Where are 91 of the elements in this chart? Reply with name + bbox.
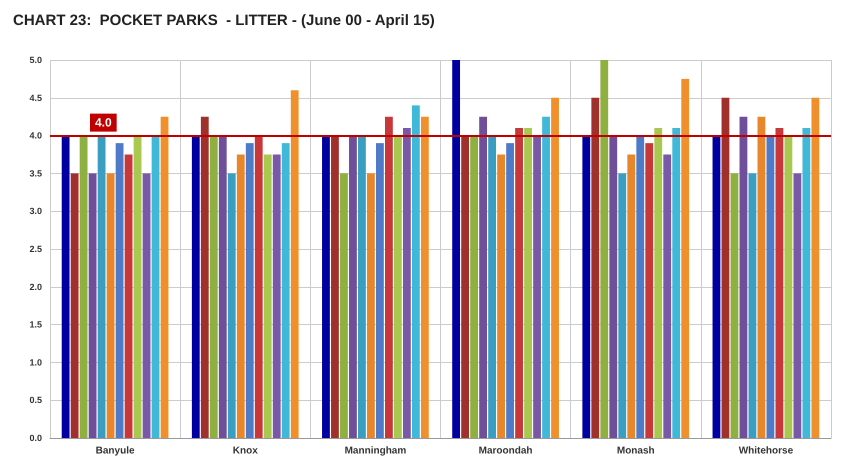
bar	[124, 154, 132, 438]
bar	[793, 173, 802, 438]
bar	[748, 173, 756, 438]
bar	[654, 128, 662, 438]
y-tick-label: 3.0	[29, 206, 42, 216]
y-tick-label: 1.0	[29, 357, 42, 368]
bar	[70, 173, 79, 438]
bar	[461, 136, 470, 438]
bar	[784, 136, 792, 438]
bar	[282, 143, 290, 438]
bar	[80, 136, 88, 438]
bar	[470, 136, 478, 438]
bar	[272, 154, 281, 438]
x-tick-label: Manningham	[344, 446, 406, 456]
bar	[636, 136, 644, 438]
bar	[394, 136, 402, 438]
bar	[420, 116, 429, 438]
y-tick-label: 2.5	[29, 244, 42, 254]
bar	[322, 136, 330, 438]
bar	[116, 143, 124, 438]
bar	[618, 173, 626, 438]
bar	[591, 98, 600, 438]
bar	[134, 136, 142, 438]
bar	[766, 136, 774, 438]
bar	[246, 143, 254, 438]
bar	[722, 98, 730, 438]
bar	[542, 116, 550, 438]
bar	[811, 98, 820, 438]
y-tick-label: 0.5	[29, 395, 42, 406]
bar	[98, 136, 106, 438]
y-tick-label: 5.0	[29, 55, 42, 65]
bar	[663, 154, 672, 438]
bar	[376, 143, 384, 438]
bar	[290, 90, 299, 438]
bar	[524, 128, 532, 438]
bar	[506, 143, 514, 438]
bar	[349, 136, 357, 438]
bar	[551, 98, 559, 438]
bar	[802, 128, 810, 438]
bar	[236, 154, 245, 438]
bar	[609, 136, 618, 438]
bar	[533, 136, 541, 438]
bar	[681, 78, 690, 438]
bar	[192, 136, 200, 438]
bar	[264, 154, 272, 438]
y-tick-label: 2.0	[29, 282, 42, 292]
bar	[88, 173, 97, 438]
y-tick-label: 0.0	[29, 433, 42, 443]
bar	[254, 136, 263, 438]
bar	[758, 116, 766, 438]
x-tick-label: Whitehorse	[738, 446, 794, 456]
bar	[479, 116, 488, 438]
bar	[152, 136, 160, 438]
bar	[452, 60, 460, 438]
bar	[488, 136, 496, 438]
y-tick-label: 3.5	[29, 168, 42, 178]
bar	[384, 116, 393, 438]
bar	[106, 173, 114, 438]
x-tick-label: Knox	[232, 446, 258, 456]
y-tick-label: 4.5	[29, 92, 42, 103]
bar	[331, 136, 339, 438]
bar	[62, 136, 70, 438]
bar	[358, 136, 366, 438]
ref-line-label: 4.0	[95, 116, 112, 130]
bar	[775, 128, 784, 438]
bar	[515, 128, 523, 438]
y-tick-label: 4.0	[29, 130, 42, 141]
bar	[740, 116, 748, 438]
bar	[402, 128, 411, 438]
bar	[142, 173, 150, 438]
bar	[200, 116, 209, 438]
bar	[160, 116, 168, 438]
x-tick-label: Monash	[616, 446, 655, 456]
bar	[497, 154, 505, 438]
bar	[367, 173, 375, 438]
x-tick-label: Banyule	[96, 446, 135, 456]
bar	[340, 173, 348, 438]
bar	[600, 60, 608, 438]
bar	[730, 173, 738, 438]
bar	[627, 154, 636, 438]
y-tick-label: 1.5	[29, 320, 42, 330]
bar	[672, 128, 680, 438]
bar	[582, 136, 590, 438]
bar	[412, 105, 420, 438]
chart-title: CHART 23: POCKET PARKS - LITTER - (June 00 - April 15)	[13, 12, 435, 29]
bar	[645, 143, 654, 438]
bar	[210, 136, 218, 438]
x-tick-label: Maroondah	[478, 446, 533, 456]
bar	[712, 136, 720, 438]
bar	[228, 173, 236, 438]
bar	[218, 136, 227, 438]
